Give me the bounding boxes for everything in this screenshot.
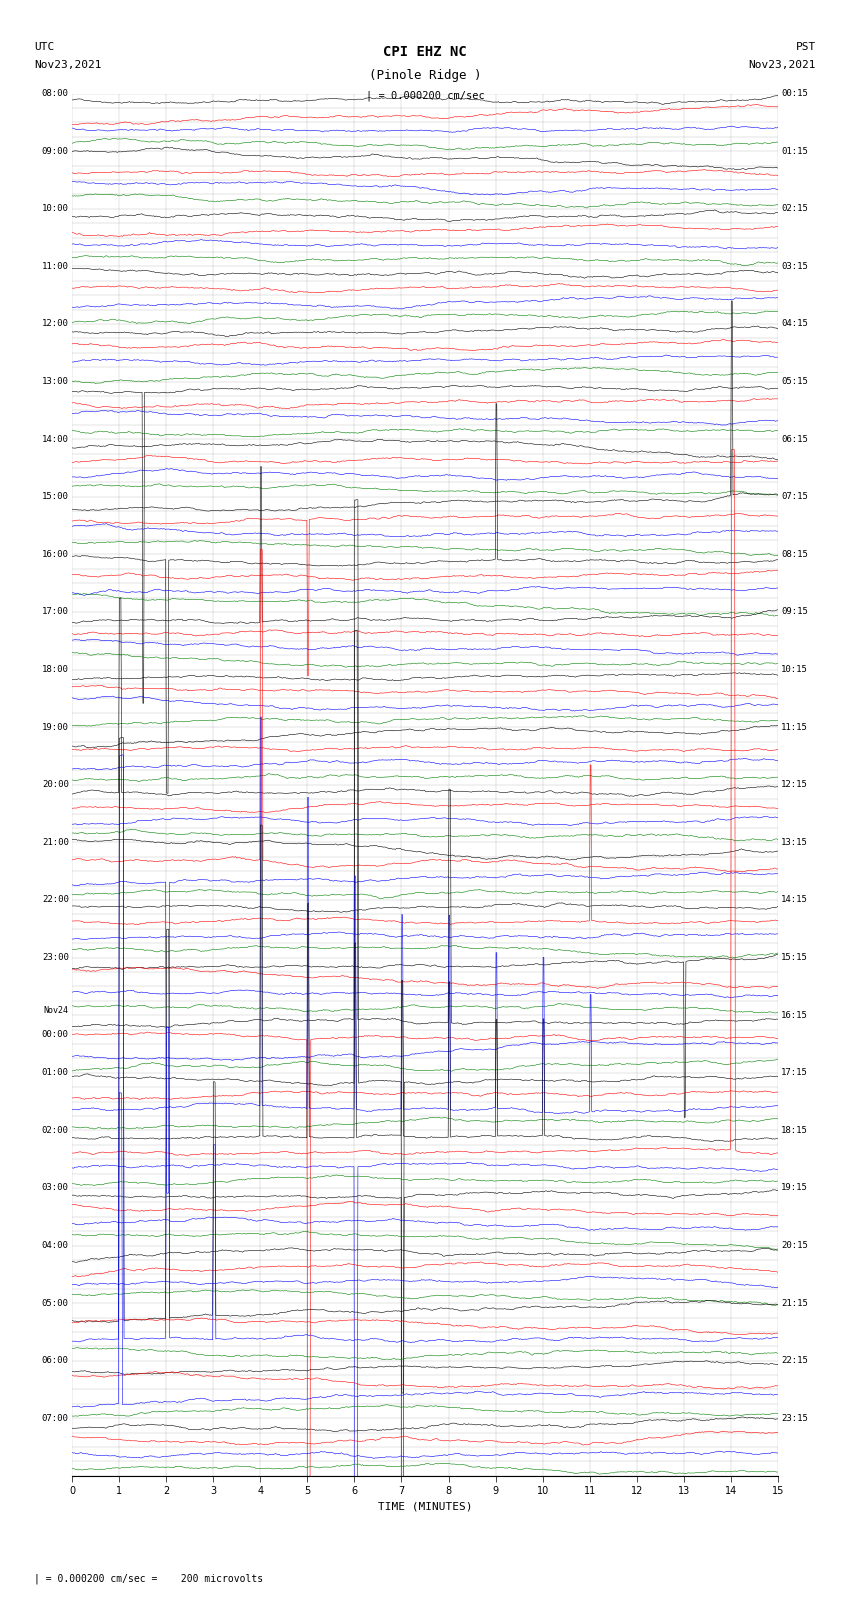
Text: 10:15: 10:15 xyxy=(781,665,808,674)
Text: 04:15: 04:15 xyxy=(781,319,808,329)
Text: 11:15: 11:15 xyxy=(781,723,808,732)
Text: 03:15: 03:15 xyxy=(781,261,808,271)
Text: 15:15: 15:15 xyxy=(781,953,808,961)
Text: 12:00: 12:00 xyxy=(42,319,69,329)
Text: 06:15: 06:15 xyxy=(781,434,808,444)
Text: Nov24: Nov24 xyxy=(43,1007,69,1015)
Text: 13:15: 13:15 xyxy=(781,837,808,847)
Text: 16:15: 16:15 xyxy=(781,1011,808,1019)
Text: 22:00: 22:00 xyxy=(42,895,69,905)
Text: 16:00: 16:00 xyxy=(42,550,69,558)
Text: | = 0.000200 cm/sec =    200 microvolts: | = 0.000200 cm/sec = 200 microvolts xyxy=(34,1573,264,1584)
Text: 07:00: 07:00 xyxy=(42,1415,69,1423)
Text: 23:15: 23:15 xyxy=(781,1415,808,1423)
Text: 17:15: 17:15 xyxy=(781,1068,808,1077)
Text: 18:15: 18:15 xyxy=(781,1126,808,1136)
Text: 01:15: 01:15 xyxy=(781,147,808,155)
Text: 05:15: 05:15 xyxy=(781,377,808,386)
Text: 02:15: 02:15 xyxy=(781,205,808,213)
Text: 05:00: 05:00 xyxy=(42,1298,69,1308)
Text: 17:00: 17:00 xyxy=(42,608,69,616)
Text: 13:00: 13:00 xyxy=(42,377,69,386)
Text: CPI EHZ NC: CPI EHZ NC xyxy=(383,45,467,60)
Text: 01:00: 01:00 xyxy=(42,1068,69,1077)
Text: 04:00: 04:00 xyxy=(42,1240,69,1250)
Text: 12:15: 12:15 xyxy=(781,781,808,789)
Text: Nov23,2021: Nov23,2021 xyxy=(34,60,101,69)
Text: 08:15: 08:15 xyxy=(781,550,808,558)
Text: PST: PST xyxy=(796,42,816,52)
Text: 00:15: 00:15 xyxy=(781,89,808,98)
Text: 19:00: 19:00 xyxy=(42,723,69,732)
Text: 09:00: 09:00 xyxy=(42,147,69,155)
Text: | = 0.000200 cm/sec: | = 0.000200 cm/sec xyxy=(366,90,484,102)
X-axis label: TIME (MINUTES): TIME (MINUTES) xyxy=(377,1502,473,1511)
Text: 14:00: 14:00 xyxy=(42,434,69,444)
Text: 10:00: 10:00 xyxy=(42,205,69,213)
Text: 20:00: 20:00 xyxy=(42,781,69,789)
Text: 21:15: 21:15 xyxy=(781,1298,808,1308)
Text: UTC: UTC xyxy=(34,42,54,52)
Text: 06:00: 06:00 xyxy=(42,1357,69,1365)
Text: 02:00: 02:00 xyxy=(42,1126,69,1136)
Text: Nov23,2021: Nov23,2021 xyxy=(749,60,816,69)
Text: 15:00: 15:00 xyxy=(42,492,69,502)
Text: 23:00: 23:00 xyxy=(42,953,69,961)
Text: (Pinole Ridge ): (Pinole Ridge ) xyxy=(369,69,481,82)
Text: 22:15: 22:15 xyxy=(781,1357,808,1365)
Text: 09:15: 09:15 xyxy=(781,608,808,616)
Text: 03:00: 03:00 xyxy=(42,1184,69,1192)
Text: 08:00: 08:00 xyxy=(42,89,69,98)
Text: 11:00: 11:00 xyxy=(42,261,69,271)
Text: 18:00: 18:00 xyxy=(42,665,69,674)
Text: 19:15: 19:15 xyxy=(781,1184,808,1192)
Text: 20:15: 20:15 xyxy=(781,1240,808,1250)
Text: 00:00: 00:00 xyxy=(42,1029,69,1039)
Text: 21:00: 21:00 xyxy=(42,837,69,847)
Text: 14:15: 14:15 xyxy=(781,895,808,905)
Text: 07:15: 07:15 xyxy=(781,492,808,502)
